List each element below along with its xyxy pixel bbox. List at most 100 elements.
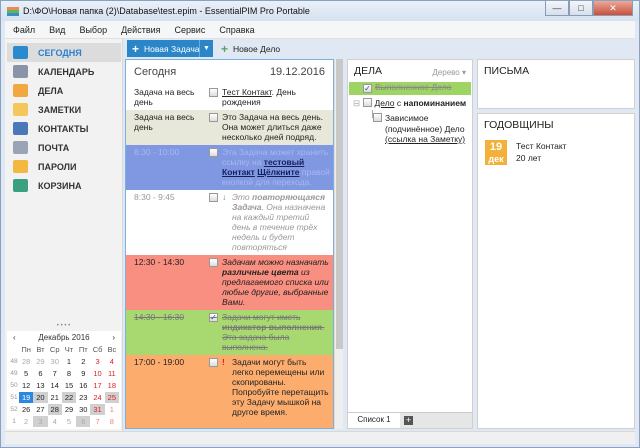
menu-service[interactable]: Сервис (174, 24, 206, 35)
calendar-day[interactable]: 23 (79, 393, 88, 402)
task-row[interactable]: Задача на весь день Тест Контакт. День р… (126, 85, 333, 110)
tab-list-1[interactable]: Список 1 (348, 413, 400, 428)
calendar-day[interactable]: 30 (50, 357, 59, 366)
calendar-day[interactable]: 19 (19, 392, 34, 403)
sidebar-item-5[interactable]: ПОЧТА (7, 138, 111, 157)
maximize-button[interactable]: □ (569, 1, 593, 16)
add-tab-button[interactable]: + (404, 415, 413, 425)
sidebar-item-0[interactable]: СЕГОДНЯ (7, 43, 121, 62)
calendar-day[interactable]: 22 (61, 392, 77, 403)
dela-child-text: Зависимое (подчинённое) Дело (ссылка на … (385, 113, 471, 145)
calendar-day[interactable]: 27 (36, 405, 45, 414)
new-delo-button[interactable]: + Новое Дело (221, 42, 280, 56)
calendar-day[interactable]: 29 (36, 357, 45, 366)
menu-file[interactable]: Файл (13, 24, 36, 35)
view-mode-dropdown[interactable]: Дерево ▾ (432, 68, 466, 77)
calendar-day[interactable]: 10 (93, 369, 102, 378)
calendar-day[interactable]: 20 (33, 392, 48, 403)
menu-actions[interactable]: Действия (121, 24, 161, 35)
task-checkbox-checked[interactable]: ✓ (209, 313, 218, 322)
calendar-day[interactable]: 5 (66, 417, 72, 426)
menu-view[interactable]: Вид (49, 24, 66, 35)
task-row[interactable]: 8:30 - 10:00 Эта Задача может хранить сс… (126, 145, 333, 190)
checkbox[interactable] (373, 113, 382, 122)
close-button[interactable]: ✕ (593, 1, 633, 16)
task-row[interactable]: 14:30 - 16:30 ✓ Задачи могут иметь индик… (126, 310, 333, 355)
task-checkbox[interactable] (209, 258, 218, 267)
calendar-day[interactable]: 6 (76, 416, 91, 427)
new-task-button[interactable]: + Новая Задача ▼ (127, 40, 213, 57)
checkbox-checked[interactable]: ✓ (363, 84, 372, 93)
calendar-day[interactable]: 2 (24, 417, 29, 426)
calendar-day[interactable]: 17 (93, 381, 102, 390)
prev-month-button[interactable]: ‹ (13, 333, 16, 342)
task-checkbox[interactable] (209, 148, 218, 157)
calendar-day[interactable]: 3 (95, 357, 100, 366)
calendar-day[interactable]: 4 (52, 417, 57, 426)
click-link[interactable]: Щёлкните (257, 167, 300, 177)
calendar-day[interactable]: 15 (64, 381, 74, 390)
calendar-day[interactable]: 29 (64, 405, 74, 414)
task-row[interactable]: Задача на весь день Это Задача на весь д… (126, 110, 333, 145)
calendar-day[interactable]: 14 (50, 381, 59, 390)
calendar-day[interactable]: 18 (107, 381, 117, 390)
calendar-day[interactable]: 8 (109, 417, 114, 426)
anniversary-item[interactable]: Тест Контакт 20 лет (516, 140, 567, 164)
calendar-day[interactable]: 7 (52, 369, 57, 378)
new-task-dropdown[interactable]: ▼ (199, 40, 213, 57)
note-link[interactable]: (ссылка на Заметку) (385, 134, 466, 144)
calendar-day[interactable]: 25 (104, 392, 119, 403)
sidebar-item-1[interactable]: КАЛЕНДАРЬ (7, 62, 111, 81)
plus-icon: + (221, 42, 229, 56)
sidebar-item-4[interactable]: КОНТАКТЫ (7, 119, 111, 138)
scrollbar-thumb[interactable] (336, 59, 343, 349)
t-bold: индикатор выполнения (222, 322, 322, 332)
calendar-day[interactable]: 1 (109, 405, 114, 414)
calendar-day[interactable]: 13 (36, 381, 45, 390)
dela-link[interactable]: Дело (374, 98, 395, 108)
contact-link[interactable]: Тест Контакт (222, 87, 272, 97)
calendar-day[interactable]: 1 (66, 357, 72, 366)
sidebar-item-3[interactable]: ЗАМЕТКИ (7, 100, 111, 119)
sidebar-item-7[interactable]: КОРЗИНА (7, 176, 111, 195)
minimize-button[interactable]: — (545, 1, 569, 16)
task-checkbox[interactable] (209, 193, 218, 202)
calendar-day[interactable]: 3 (33, 416, 48, 427)
dela-item-child[interactable] (373, 113, 385, 124)
calendar-day[interactable]: 9 (81, 369, 86, 378)
task-row[interactable]: 8:30 - 9:45 ↓ Это повторяющаяся Задача. … (126, 190, 333, 255)
today-scrollbar[interactable] (334, 59, 343, 429)
contact-link[interactable]: тестовый Контакт (222, 157, 305, 177)
task-checkbox[interactable] (209, 113, 218, 122)
dela-item-done[interactable]: ✓ Выполненное Дело (349, 82, 471, 95)
calendar-day[interactable]: 11 (107, 369, 116, 378)
dela-item-reminder[interactable]: ⊟ Дело с напоминанием (353, 98, 466, 109)
task-row[interactable]: 12:30 - 14:30 Задачам можно назначать ра… (126, 255, 333, 310)
menu-help[interactable]: Справка (219, 24, 255, 35)
sidebar-splitter[interactable]: • • • • (56, 323, 71, 329)
calendar-day[interactable]: 5 (24, 369, 29, 378)
sidebar-item-2[interactable]: ДЕЛА (7, 81, 111, 100)
task-checkbox[interactable] (209, 88, 218, 97)
calendar-day[interactable]: 12 (21, 381, 31, 390)
calendar-day[interactable]: 28 (21, 357, 31, 366)
calendar-day[interactable]: 30 (79, 405, 88, 414)
calendar-day[interactable]: 24 (93, 393, 102, 402)
calendar-day[interactable]: 21 (50, 393, 59, 402)
calendar-day[interactable]: 7 (95, 417, 100, 426)
sidebar-item-6[interactable]: ПАРОЛИ (7, 157, 111, 176)
task-row[interactable]: 17:00 - 19:00 ! Задачи могут быть легко … (126, 355, 333, 428)
calendar-day[interactable]: 8 (66, 369, 72, 378)
calendar-day[interactable]: 16 (79, 381, 88, 390)
checkbox[interactable] (362, 98, 372, 107)
collapse-expander-icon[interactable]: ⊟ (353, 98, 361, 108)
calendar-day[interactable]: 31 (90, 404, 105, 415)
calendar-day[interactable]: 26 (21, 405, 31, 414)
menu-select[interactable]: Выбор (79, 24, 108, 35)
calendar-day[interactable]: 6 (38, 369, 43, 378)
next-month-button[interactable]: › (112, 333, 115, 342)
calendar-day[interactable]: 2 (81, 357, 86, 366)
task-checkbox[interactable] (209, 358, 218, 367)
calendar-day[interactable]: 4 (109, 357, 114, 366)
calendar-day[interactable]: 28 (47, 404, 62, 415)
